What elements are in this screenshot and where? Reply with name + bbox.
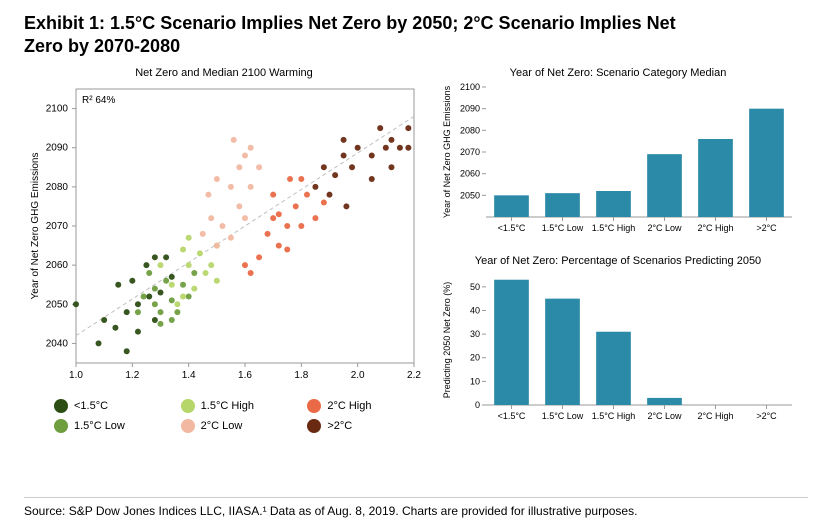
svg-text:1.5°C Low: 1.5°C Low — [542, 411, 584, 421]
svg-text:2100: 2100 — [460, 82, 480, 92]
bar-chart-top: 2050 2060 2070 2080 2090 2100 Year of Net Zero… — [438, 81, 798, 249]
svg-text:2090: 2090 — [46, 143, 69, 154]
bar-chart-bottom: 0 10 20 30 40 50 Predicting 2050 Net Zero (%) <… — [438, 269, 798, 437]
svg-text:2060: 2060 — [460, 169, 480, 179]
legend: <1.5°C 1.5°C High 2°C High 1.5°C Low 2°C Low… — [24, 399, 424, 433]
svg-text:>2°C: >2°C — [756, 411, 777, 421]
svg-text:2.0: 2.0 — [351, 370, 365, 381]
svg-text:Year of Net Zero GHG Emissions: Year of Net Zero GHG Emissions — [442, 85, 452, 218]
legend-item-c2low: 2°C Low — [181, 419, 298, 433]
svg-text:2070: 2070 — [460, 147, 480, 157]
legend-item-lt15: <1.5°C — [54, 399, 171, 413]
scatter-chart: 1.0 1.2 1.4 1.6 1.8 2.0 2.2 2040 2050 2060 2070 208… — [24, 81, 424, 391]
svg-text:2090: 2090 — [460, 104, 480, 114]
svg-text:<1.5°C: <1.5°C — [498, 411, 526, 421]
source-note: Source: S&P Dow Jones Indices LLC, IIASA… — [24, 497, 808, 518]
legend-label: 2°C High — [327, 400, 371, 412]
legend-dot — [54, 399, 68, 413]
svg-text:20: 20 — [470, 353, 480, 363]
legend-label: 1.5°C Low — [74, 420, 125, 432]
legend-label: 2°C Low — [201, 420, 243, 432]
svg-text:1.0: 1.0 — [69, 370, 83, 381]
svg-text:10: 10 — [470, 376, 480, 386]
legend-dot — [181, 399, 195, 413]
scatter-ylabel: Year of Net Zero GHG Emissions — [30, 153, 41, 300]
svg-text:1.2: 1.2 — [125, 370, 139, 381]
legend-label: 1.5°C High — [201, 400, 254, 412]
svg-text:2080: 2080 — [460, 125, 480, 135]
legend-dot — [181, 419, 195, 433]
svg-text:30: 30 — [470, 329, 480, 339]
legend-label: >2°C — [327, 420, 352, 432]
bar-bottom-title: Year of Net Zero: Percentage of Scenario… — [438, 255, 798, 267]
svg-text:2°C Low: 2°C Low — [647, 223, 682, 233]
legend-dot — [54, 419, 68, 433]
svg-text:2050: 2050 — [460, 190, 480, 200]
svg-text:0: 0 — [475, 400, 480, 410]
svg-text:2100: 2100 — [46, 104, 69, 115]
scatter-title: Net Zero and Median 2100 Warming — [24, 67, 424, 79]
svg-text:2.2: 2.2 — [407, 370, 421, 381]
svg-text:1.5°C High: 1.5°C High — [592, 223, 636, 233]
svg-text:1.6: 1.6 — [238, 370, 252, 381]
svg-text:1.8: 1.8 — [294, 370, 308, 381]
svg-text:1.4: 1.4 — [182, 370, 196, 381]
svg-text:2050: 2050 — [46, 299, 69, 310]
svg-text:Predicting 2050 Net Zero (%): Predicting 2050 Net Zero (%) — [442, 282, 452, 399]
svg-text:1.5°C High: 1.5°C High — [592, 411, 636, 421]
legend-dot — [307, 419, 321, 433]
svg-text:2080: 2080 — [46, 182, 69, 193]
svg-text:<1.5°C: <1.5°C — [498, 223, 526, 233]
legend-item-c2high: 2°C High — [307, 399, 424, 413]
legend-item-c15low: 1.5°C Low — [54, 419, 171, 433]
svg-text:2°C High: 2°C High — [697, 223, 733, 233]
svg-text:50: 50 — [470, 282, 480, 292]
bar-top-title: Year of Net Zero: Scenario Category Medi… — [438, 67, 798, 79]
svg-text:2°C Low: 2°C Low — [647, 411, 682, 421]
r2-label: R² 64% — [82, 95, 115, 106]
legend-label: <1.5°C — [74, 400, 108, 412]
svg-text:1.5°C Low: 1.5°C Low — [542, 223, 584, 233]
svg-text:>2°C: >2°C — [756, 223, 777, 233]
legend-item-gt2: >2°C — [307, 419, 424, 433]
svg-text:2°C High: 2°C High — [697, 411, 733, 421]
svg-text:2040: 2040 — [46, 338, 69, 349]
svg-text:40: 40 — [470, 305, 480, 315]
legend-dot — [307, 399, 321, 413]
exhibit-title: Exhibit 1: 1.5°C Scenario Implies Net Ze… — [24, 12, 704, 57]
svg-text:2060: 2060 — [46, 260, 69, 271]
svg-text:2070: 2070 — [46, 221, 69, 232]
legend-item-c15high: 1.5°C High — [181, 399, 298, 413]
